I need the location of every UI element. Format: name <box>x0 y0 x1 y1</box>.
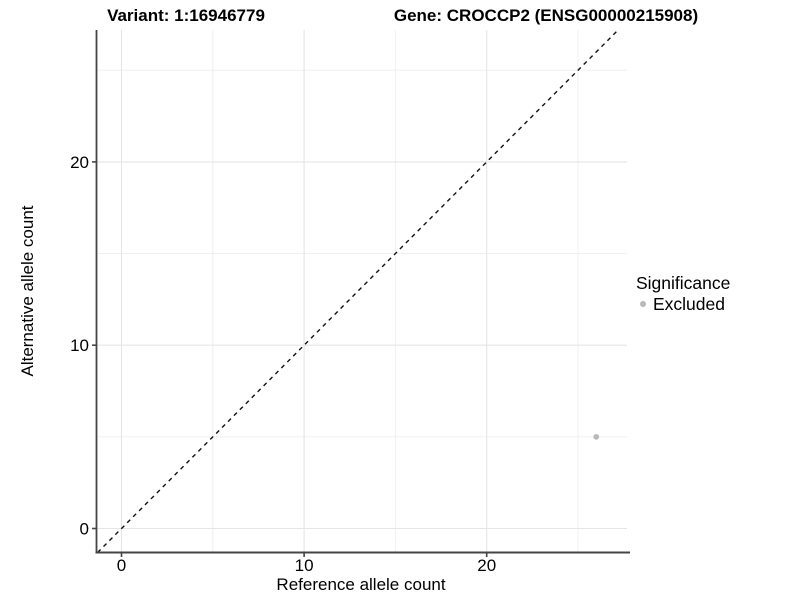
x-axis-label: Reference allele count <box>276 575 446 594</box>
legend-item-label: Excluded <box>653 294 725 314</box>
y-tick-label: 20 <box>70 153 89 172</box>
x-tick-label: 10 <box>295 556 314 575</box>
legend-key-dot-icon <box>640 301 646 307</box>
gene-title: Gene: CROCCP2 (ENSG00000215908) <box>393 6 699 25</box>
x-tick-label: 20 <box>477 556 496 575</box>
data-point <box>593 433 600 440</box>
variant-title: Variant: 1:16946779 <box>107 6 265 25</box>
identity-reference-line <box>97 29 619 553</box>
legend-title: Significance <box>636 273 731 293</box>
legend-item-excluded: Excluded <box>636 294 730 314</box>
x-tick-label: 0 <box>117 556 126 575</box>
legend: Significance Excluded <box>636 273 730 314</box>
y-tick-label: 10 <box>70 336 89 355</box>
y-tick-label: 0 <box>80 520 89 539</box>
